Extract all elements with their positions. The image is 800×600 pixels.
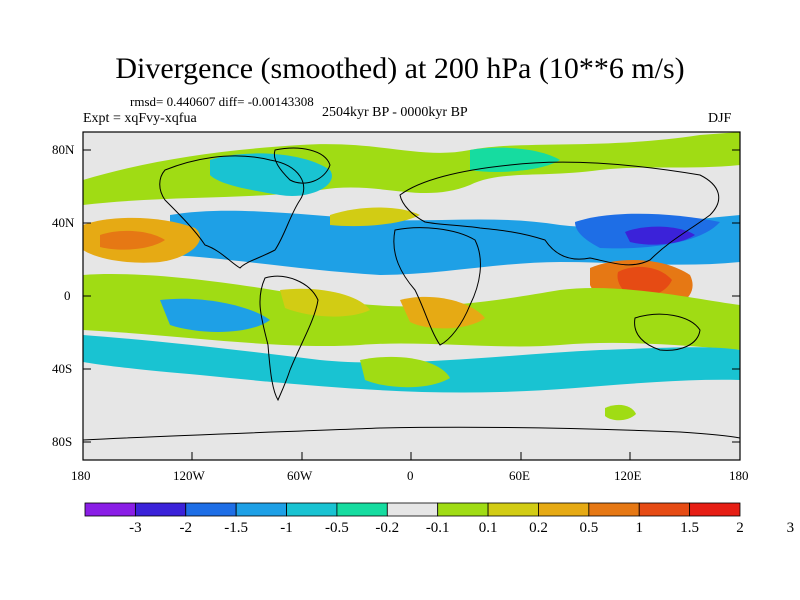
ytick-80n: 80N <box>52 142 75 157</box>
ytick-80s: 80S <box>52 434 73 449</box>
north-america-outline <box>159 155 305 269</box>
colorbar-label: 0.2 <box>529 520 548 536</box>
colorbar-swatch <box>386 502 439 517</box>
coastlines <box>83 147 740 441</box>
divergence-field <box>83 132 740 460</box>
colorbar-swatch <box>538 502 590 517</box>
colorbar-swatch <box>185 502 237 517</box>
colorbar-label: -2 <box>179 520 193 536</box>
xtick-120e: 120E <box>614 468 642 483</box>
xtick-180-left: 180 <box>71 468 91 483</box>
sh-blue-band <box>160 298 270 332</box>
southern-green-patch <box>360 356 450 388</box>
colorbar-swatch <box>286 502 338 517</box>
nasia-cyan <box>470 147 560 172</box>
period-label: 2504kyr BP - 0000kyr BP <box>322 105 468 120</box>
stats-line: rmsd= 0.440607 diff= -0.00143308 <box>130 94 314 109</box>
colorbar-swatch <box>437 502 489 517</box>
colorbar-label: -0.5 <box>325 520 349 536</box>
colorbar-label: 0.1 <box>478 520 498 536</box>
ytick-40s: 40S <box>52 361 73 376</box>
ytick-40n: 40N <box>52 215 75 230</box>
ytick-0: 0 <box>64 288 71 303</box>
greenland-cyan <box>210 153 332 196</box>
xtick-120w: 120W <box>173 468 205 483</box>
colorbar-swatch <box>487 502 539 517</box>
colorbar-label: 3 <box>786 520 795 536</box>
colorbar-swatch <box>689 502 741 517</box>
midlat-blue-band <box>170 210 740 275</box>
tick-marks <box>83 149 740 460</box>
colorbar-label: -0.2 <box>375 520 400 536</box>
colorbar-label: -1.5 <box>224 520 249 536</box>
colorbar-swatch <box>235 502 287 517</box>
africa-outline <box>393 227 481 346</box>
xtick-60e: 60E <box>509 468 530 483</box>
colorbar-label: -3 <box>129 520 142 536</box>
colorbar-swatch <box>84 502 136 517</box>
atlantic-yellow <box>330 207 420 227</box>
colorbar-label: -0.1 <box>425 520 450 536</box>
xtick-60w: 60W <box>287 468 313 483</box>
colorbar-swatch <box>638 502 691 517</box>
colorbar-swatch <box>336 502 388 517</box>
colorbar-label: 0.5 <box>579 520 599 536</box>
colorbar-swatch <box>588 502 640 517</box>
colorbar-label: 1.5 <box>680 520 699 536</box>
antarctica-outline <box>83 426 740 441</box>
season-label: DJF <box>708 111 732 126</box>
colorbar-label: -1 <box>280 520 293 536</box>
samerica-yellow <box>280 288 370 317</box>
europe-asia-outline <box>399 161 720 266</box>
antarctic-green <box>605 404 636 421</box>
colorbar-swatch <box>134 502 187 517</box>
npacific-orange-core <box>100 230 165 250</box>
colorbar-label: 2 <box>736 520 744 536</box>
xtick-0: 0 <box>407 468 414 483</box>
colorbar <box>84 502 741 517</box>
colorbar-label: 1 <box>635 520 643 536</box>
maritime-continent-red <box>617 266 672 297</box>
australia-outline <box>634 313 701 351</box>
pacific-purple-core <box>625 226 695 245</box>
xtick-180-right: 180 <box>729 468 749 483</box>
greenland-outline <box>273 147 331 184</box>
experiment-label: Expt = xqFvy-xqfua <box>83 111 197 126</box>
map-title: Divergence (smoothed) at 200 hPa (10**6 … <box>115 52 685 85</box>
south-america-outline <box>259 275 319 402</box>
